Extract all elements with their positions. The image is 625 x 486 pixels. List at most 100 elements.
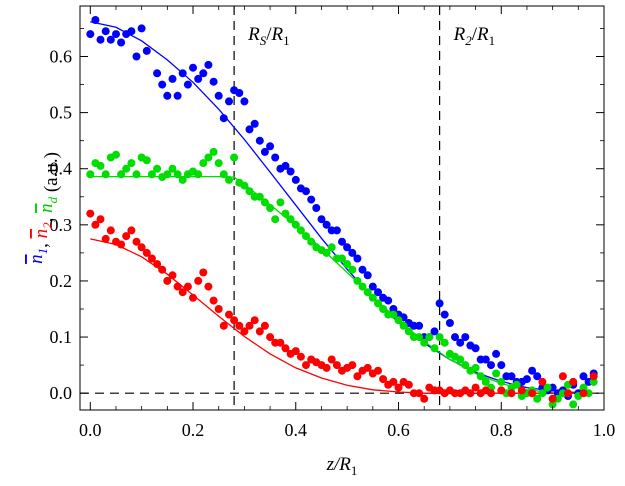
point-nd-39 [286, 215, 295, 224]
point-n1-54 [368, 282, 377, 291]
point-nd-79 [492, 369, 501, 378]
point-n2-29 [235, 321, 244, 330]
point-nd-64 [415, 333, 424, 342]
point-n1-86 [533, 372, 542, 381]
point-nd-89 [543, 383, 552, 392]
point-nd-55 [368, 293, 377, 302]
point-n1-30 [245, 125, 254, 134]
point-nd-3 [101, 170, 110, 179]
point-n2-37 [276, 338, 285, 347]
point-nd-12 [147, 170, 156, 179]
point-nd-80 [497, 377, 506, 386]
point-n2-28 [230, 316, 239, 325]
point-n2-62 [404, 380, 413, 389]
point-n2-33 [255, 327, 264, 336]
point-nd-38 [281, 209, 290, 218]
point-n1-22 [204, 60, 213, 69]
point-n1-57 [384, 296, 393, 305]
point-nd-49 [338, 254, 346, 263]
point-n1-2 [96, 35, 105, 44]
point-nd-46 [322, 248, 331, 257]
point-n1-70 [451, 333, 459, 342]
point-n1-74 [471, 344, 480, 353]
point-n1-5 [112, 30, 120, 39]
point-n1-42 [307, 195, 316, 204]
point-n2-0 [86, 209, 95, 218]
point-n1-84 [522, 375, 531, 384]
point-n1-19 [189, 63, 197, 72]
point-nd-47 [327, 243, 336, 252]
xtick-label-5: 1.0 [593, 420, 616, 440]
point-n1-77 [487, 361, 495, 370]
point-n1-3 [101, 27, 110, 36]
point-n1-23 [209, 77, 218, 86]
point-nd-37 [276, 198, 285, 207]
point-n2-24 [209, 296, 218, 305]
point-n2-52 [353, 372, 362, 381]
point-n1-50 [348, 248, 357, 257]
y-axis-title: n1, n2, nd (a.u.) [26, 152, 62, 264]
point-n2-78 [487, 389, 495, 398]
point-n2-89 [589, 372, 598, 381]
point-n1-20 [194, 74, 203, 83]
point-n2-82 [528, 389, 537, 398]
point-nd-83 [512, 380, 521, 389]
point-nd-76 [476, 372, 485, 381]
point-n2-41 [296, 352, 305, 361]
point-n2-84 [548, 394, 557, 403]
point-n2-13 [153, 260, 162, 269]
point-n2-32 [250, 316, 259, 325]
point-n1-58 [389, 305, 398, 313]
vline-label-0: RS/R1 [247, 24, 290, 48]
point-n1-45 [322, 220, 331, 229]
point-nd-94 [569, 400, 578, 409]
point-n2-46 [322, 363, 331, 372]
point-nd-51 [348, 265, 357, 274]
point-n2-81 [517, 386, 526, 395]
point-n2-51 [348, 361, 357, 370]
vertical-dashed-lines [233, 6, 441, 410]
point-n2-10 [137, 243, 146, 252]
point-nd-21 [194, 170, 203, 179]
point-n2-17 [173, 282, 182, 291]
points-n2 [86, 209, 598, 403]
point-n1-21 [199, 69, 208, 78]
point-n2-47 [327, 355, 336, 364]
point-n2-25 [214, 305, 223, 313]
point-n2-20 [189, 293, 197, 302]
point-nd-0 [86, 170, 95, 179]
y-ticks: 0.0 0.1 0.2 0.3 0.4 0.5 0.6 [50, 28, 604, 403]
point-n2-79 [497, 386, 506, 395]
point-n1-38 [286, 167, 295, 176]
point-nd-96 [579, 383, 588, 392]
annotations: RS/R1 R2/R1 [247, 24, 495, 48]
xtick-label-3: 0.6 [387, 420, 410, 440]
point-n1-76 [481, 355, 490, 364]
point-n2-35 [266, 333, 275, 342]
point-n2-22 [199, 268, 208, 277]
point-nd-8 [127, 159, 136, 168]
point-nd-27 [225, 175, 233, 184]
point-nd-13 [153, 164, 162, 173]
point-nd-69 [440, 338, 449, 347]
point-n1-69 [445, 319, 454, 327]
point-n1-9 [132, 52, 141, 61]
x-axis-title: z/R1 [326, 454, 358, 478]
ytick-label-3: 0.3 [50, 215, 73, 235]
series-curves [90, 21, 594, 394]
point-nd-59 [389, 310, 398, 319]
point-nd-50 [343, 260, 352, 269]
point-n2-60 [394, 383, 403, 392]
point-n1-35 [271, 153, 280, 162]
point-n1-81 [507, 372, 516, 381]
point-nd-9 [132, 170, 141, 179]
point-n2-40 [291, 347, 300, 356]
point-nd-40 [291, 220, 300, 229]
point-n2-83 [538, 377, 547, 386]
point-n2-3 [101, 234, 110, 243]
point-n2-27 [225, 310, 233, 319]
point-nd-68 [435, 333, 444, 342]
xtick-label-1: 0.2 [182, 420, 205, 440]
point-n2-14 [158, 265, 167, 274]
